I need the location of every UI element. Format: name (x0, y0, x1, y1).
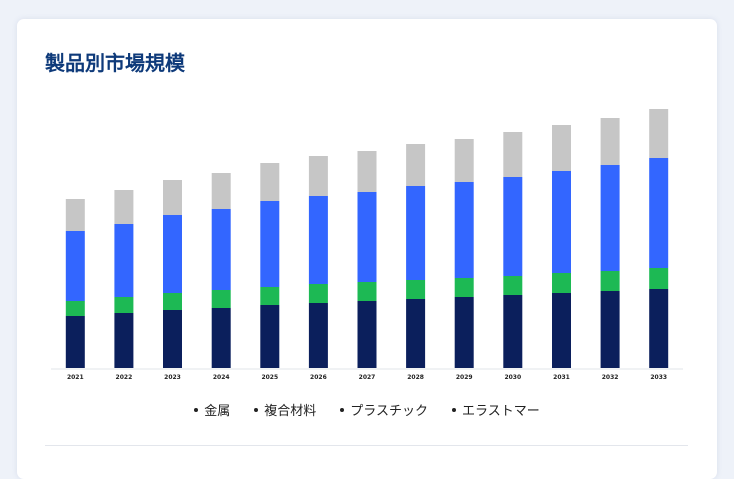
bar-segment-2029-series-3[interactable] (454, 139, 474, 182)
legend-item[interactable]: エラストマー (452, 400, 540, 419)
bar-segment-2027-series-1[interactable] (357, 282, 377, 301)
bar-segment-2030-series-0[interactable] (503, 295, 523, 368)
bar-segment-2024-series-3[interactable] (211, 173, 231, 209)
bar-segment-2031-series-2[interactable] (552, 171, 571, 273)
bar-segment-2021-series-1[interactable] (65, 301, 85, 316)
legend-bullet-icon (194, 407, 199, 412)
chart-title: 製品別市場規模 (45, 51, 185, 75)
legend-item[interactable]: 複合材料 (254, 400, 316, 419)
x-tick-label: 2022 (116, 374, 133, 381)
legend-bullet-icon (254, 407, 259, 412)
x-tick-label: 2029 (456, 374, 473, 381)
bar-segment-2028-series-0[interactable] (406, 299, 426, 368)
x-tick-labels: 2021 2022 2023 2024 2025 2026 2027 2028 2029 2030… (67, 374, 667, 381)
bar-segment-2032-series-3[interactable] (600, 118, 620, 165)
bars-layer (65, 109, 669, 368)
stacked-bar-chart: 2021 2022 2023 2024 2025 2026 2027 2028 2029 2030… (51, 109, 683, 381)
bar-segment-2025-series-1[interactable] (260, 287, 280, 305)
legend-label: エラストマー (462, 404, 540, 419)
x-tick-label: 2026 (310, 374, 327, 381)
bar-segment-2033-series-2[interactable] (649, 158, 669, 268)
x-tick-label: 2023 (164, 374, 181, 381)
chart-card: 製品別市場規模 2021 2022 2023 2024 2025 2026 2027 2028… (17, 19, 717, 479)
x-tick-label: 2032 (602, 374, 619, 381)
divider (45, 445, 688, 446)
bar-segment-2021-series-0[interactable] (65, 316, 85, 368)
bar-segment-2032-series-0[interactable] (600, 291, 620, 368)
bar-segment-2024-series-1[interactable] (211, 290, 231, 308)
chart-legend: 金属 複合材料 プラスチック エラストマー (17, 400, 717, 419)
bar-segment-2031-series-3[interactable] (552, 125, 571, 171)
legend-label: プラスチック (350, 404, 429, 419)
bar-segment-2030-series-3[interactable] (503, 132, 523, 177)
bar-segment-2028-series-3[interactable] (406, 144, 426, 186)
bar-segment-2028-series-1[interactable] (406, 280, 426, 299)
x-tick-label: 2033 (650, 374, 667, 381)
bar-segment-2022-series-1[interactable] (114, 297, 134, 313)
bar-segment-2023-series-3[interactable] (163, 180, 182, 215)
legend-item[interactable]: プラスチック (340, 400, 428, 419)
bar-segment-2026-series-1[interactable] (308, 284, 328, 303)
legend-label: 複合材料 (264, 404, 317, 419)
bar-segment-2029-series-1[interactable] (454, 278, 474, 297)
bar-segment-2023-series-0[interactable] (163, 310, 182, 368)
legend-label: 金属 (204, 404, 231, 419)
x-tick-label: 2030 (504, 374, 521, 381)
bar-segment-2021-series-3[interactable] (65, 199, 85, 231)
bar-segment-2025-series-3[interactable] (260, 163, 280, 201)
x-tick-label: 2031 (553, 374, 570, 381)
bar-segment-2030-series-1[interactable] (503, 276, 523, 295)
legend-bullet-icon (452, 407, 457, 412)
bar-segment-2030-series-2[interactable] (503, 177, 523, 276)
x-tick-label: 2025 (261, 374, 278, 381)
bar-segment-2028-series-2[interactable] (406, 186, 426, 280)
bar-segment-2027-series-0[interactable] (357, 301, 377, 368)
bar-segment-2026-series-2[interactable] (308, 196, 328, 284)
bar-segment-2032-series-1[interactable] (600, 271, 620, 291)
bar-segment-2026-series-0[interactable] (308, 303, 328, 368)
bar-segment-2021-series-2[interactable] (65, 231, 85, 301)
bar-segment-2033-series-1[interactable] (649, 268, 669, 289)
bar-segment-2024-series-0[interactable] (211, 308, 231, 368)
bar-segment-2031-series-0[interactable] (552, 293, 571, 368)
bar-segment-2022-series-2[interactable] (114, 224, 134, 297)
bar-segment-2029-series-2[interactable] (454, 182, 474, 278)
bar-segment-2029-series-0[interactable] (454, 297, 474, 368)
x-tick-label: 2021 (67, 374, 84, 381)
x-tick-label: 2027 (359, 374, 376, 381)
bar-segment-2022-series-3[interactable] (114, 190, 134, 224)
bar-segment-2025-series-0[interactable] (260, 305, 280, 368)
bar-segment-2022-series-0[interactable] (114, 313, 134, 368)
bar-segment-2024-series-2[interactable] (211, 209, 231, 290)
bar-segment-2027-series-3[interactable] (357, 151, 377, 192)
x-tick-label: 2024 (213, 374, 230, 381)
bar-segment-2023-series-2[interactable] (163, 215, 182, 293)
bar-segment-2023-series-1[interactable] (163, 293, 182, 310)
bar-segment-2026-series-3[interactable] (308, 156, 328, 196)
bar-segment-2032-series-2[interactable] (600, 165, 620, 271)
bar-segment-2025-series-2[interactable] (260, 201, 280, 287)
bar-segment-2033-series-0[interactable] (649, 289, 669, 368)
bar-segment-2027-series-2[interactable] (357, 192, 377, 282)
legend-bullet-icon (340, 407, 345, 412)
bar-segment-2033-series-3[interactable] (649, 109, 669, 158)
bar-segment-2031-series-1[interactable] (552, 273, 571, 293)
legend-item[interactable]: 金属 (194, 400, 230, 419)
x-tick-label: 2028 (407, 374, 424, 381)
